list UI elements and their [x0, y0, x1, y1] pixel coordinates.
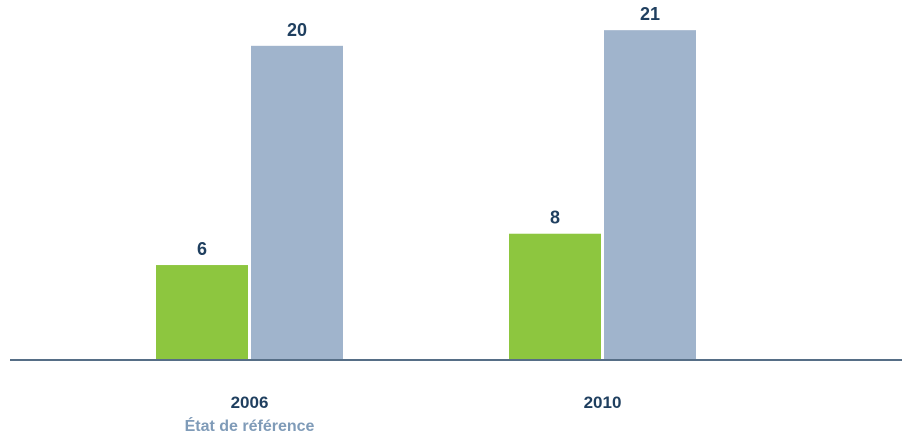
value-label-2006-series-1: 6 [197, 239, 207, 259]
x-tick-label-2006: 2006 [231, 393, 269, 412]
value-label-2010-series-1: 8 [550, 208, 560, 228]
bars-group [156, 30, 696, 359]
value-label-2006-series-2: 20 [287, 20, 307, 40]
bar-2010-series-1 [509, 233, 601, 359]
bar-2006-series-1 [156, 265, 248, 359]
value-labels-group: 6 20 8 21 [197, 4, 660, 259]
bar-2010-series-2 [604, 30, 696, 359]
x-tick-labels-group: 2006 État de référence 2010 [185, 393, 622, 435]
x-tick-label-2010: 2010 [584, 393, 622, 412]
bar-2006-series-2 [251, 45, 343, 359]
value-label-2010-series-2: 21 [640, 4, 660, 24]
x-tick-sublabel-2006: État de référence [185, 416, 315, 435]
